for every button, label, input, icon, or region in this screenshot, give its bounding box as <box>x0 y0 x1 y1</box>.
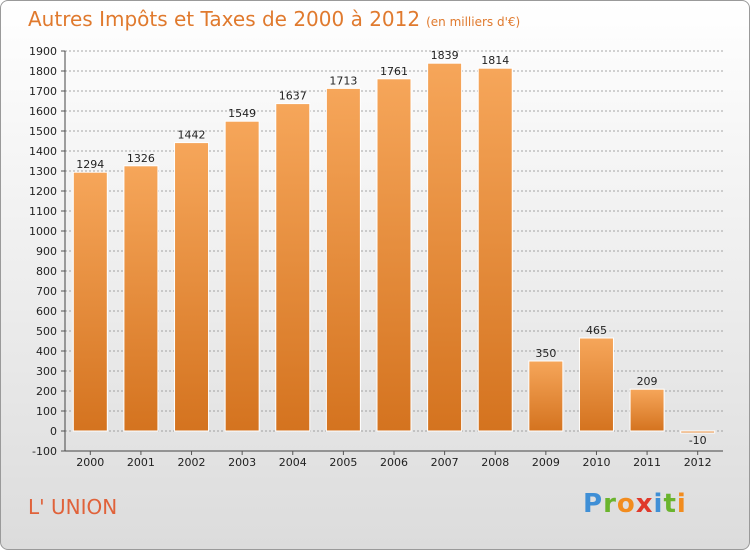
x-tick-label: 2006 <box>380 456 408 469</box>
y-tick-label: 300 <box>36 365 57 378</box>
proxiti-logo: Proxiti <box>583 489 687 519</box>
x-tick-label: 2009 <box>532 456 560 469</box>
y-tick-label: -100 <box>32 445 57 458</box>
logo-letter: x <box>635 489 654 519</box>
logo-letter: o <box>616 489 636 519</box>
bar-value-label: 1549 <box>228 107 256 120</box>
bar <box>578 337 614 432</box>
bar-value-label: 1294 <box>76 158 104 171</box>
bar-value-label: 1713 <box>329 74 357 87</box>
bar-value-label: 209 <box>637 375 658 388</box>
bar-value-label: 1761 <box>380 65 408 78</box>
bar-value-label: 465 <box>586 324 607 337</box>
logo-letter: i <box>676 489 687 519</box>
x-tick-label: 2004 <box>279 456 307 469</box>
y-tick-label: 0 <box>50 425 57 438</box>
y-tick-label: 1600 <box>29 105 57 118</box>
y-tick-label: 1200 <box>29 185 57 198</box>
bar <box>174 142 210 432</box>
x-tick-label: 2012 <box>684 456 712 469</box>
logo-letter: r <box>603 489 617 519</box>
y-tick-label: 1700 <box>29 85 57 98</box>
bar <box>325 87 361 432</box>
bar <box>477 67 513 432</box>
y-tick-label: 500 <box>36 325 57 338</box>
bar-value-label: 1442 <box>178 129 206 142</box>
bar-value-label: 1814 <box>481 54 509 67</box>
x-tick-label: 2001 <box>127 456 155 469</box>
bar <box>275 103 311 432</box>
commune-name: L' UNION <box>28 495 118 519</box>
logo-letter: i <box>653 489 664 519</box>
bar-value-label: 350 <box>535 347 556 360</box>
y-tick-label: 400 <box>36 345 57 358</box>
bar-value-label: 1839 <box>431 49 459 62</box>
x-tick-label: 2011 <box>633 456 661 469</box>
y-tick-label: 700 <box>36 285 57 298</box>
bar <box>123 165 159 432</box>
x-tick-label: 2005 <box>329 456 357 469</box>
bar <box>72 171 108 432</box>
x-tick-label: 2002 <box>178 456 206 469</box>
x-tick-label: 2003 <box>228 456 256 469</box>
chart-title-text: Autres Impôts et Taxes de 2000 à 2012 <box>28 7 421 31</box>
bar-value-label: 1326 <box>127 152 155 165</box>
y-tick-label: 1500 <box>29 125 57 138</box>
bar <box>224 120 260 432</box>
y-tick-label: 1000 <box>29 225 57 238</box>
y-tick-label: 1900 <box>29 45 57 58</box>
x-tick-label: 2010 <box>582 456 610 469</box>
y-tick-label: 600 <box>36 305 57 318</box>
x-tick-label: 2000 <box>76 456 104 469</box>
x-tick-label: 2008 <box>481 456 509 469</box>
y-tick-label: 100 <box>36 405 57 418</box>
bar <box>427 62 463 432</box>
x-tick-label: 2007 <box>431 456 459 469</box>
y-tick-label: 1800 <box>29 65 57 78</box>
y-tick-label: 900 <box>36 245 57 258</box>
y-tick-label: 800 <box>36 265 57 278</box>
bar <box>528 360 564 432</box>
bar-value-label: 1637 <box>279 90 307 103</box>
y-tick-label: 1400 <box>29 145 57 158</box>
logo-letter: P <box>583 489 604 519</box>
bar <box>376 78 412 432</box>
y-tick-label: 1100 <box>29 205 57 218</box>
bar <box>680 430 716 434</box>
y-tick-label: 200 <box>36 385 57 398</box>
logo-letter: t <box>663 489 677 519</box>
bar <box>629 388 665 432</box>
chart-title: Autres Impôts et Taxes de 2000 à 2012 (en… <box>28 7 520 31</box>
y-tick-label: 1300 <box>29 165 57 178</box>
bar-value-label: -10 <box>689 434 707 447</box>
chart-subtitle: (en milliers d'€) <box>426 15 521 29</box>
